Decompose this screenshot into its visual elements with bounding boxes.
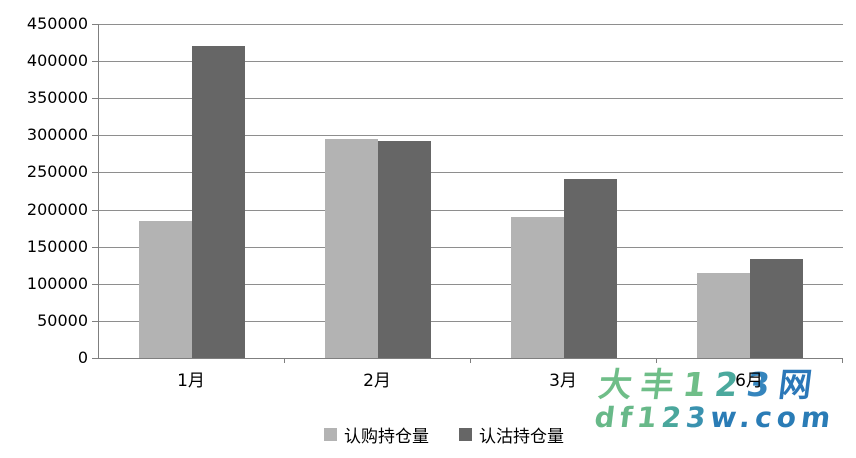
y-tick-mark xyxy=(92,320,98,322)
y-tick-label: 400000 xyxy=(26,51,88,71)
y-tick-label: 350000 xyxy=(26,88,88,108)
gridline xyxy=(99,320,843,322)
legend-label: 认沽持仓量 xyxy=(479,427,564,447)
plot-area xyxy=(98,24,843,363)
gridline xyxy=(99,61,843,63)
y-tick-label: 200000 xyxy=(26,199,88,219)
watermark-char: m xyxy=(799,401,838,434)
bar-认沽持仓量-6月 xyxy=(750,258,803,358)
y-tick-mark xyxy=(92,98,98,100)
gridline xyxy=(99,172,843,174)
gridline xyxy=(99,98,843,100)
legend-swatch-icon xyxy=(459,428,472,441)
y-tick-mark xyxy=(92,135,98,137)
legend: 认购持仓量 认沽持仓量 xyxy=(324,422,564,447)
bar-认购持仓量-1月 xyxy=(139,220,192,358)
gridline xyxy=(99,135,843,137)
watermark-line-2: df123w.com xyxy=(593,401,838,434)
x-boundary-tick xyxy=(842,358,843,363)
y-tick-label: 50000 xyxy=(37,310,88,330)
bar-认沽持仓量-2月 xyxy=(378,141,431,358)
y-tick-mark xyxy=(92,24,98,25)
bar-认购持仓量-6月 xyxy=(697,272,750,358)
x-tick-label: 1月 xyxy=(177,371,205,391)
bar-认购持仓量-3月 xyxy=(511,216,564,358)
y-tick-mark xyxy=(92,172,98,174)
bar-认购持仓量-2月 xyxy=(325,139,378,358)
x-tick-label: 6月 xyxy=(735,371,763,391)
gridline xyxy=(99,209,843,211)
legend-swatch-icon xyxy=(324,428,337,441)
y-tick-label: 150000 xyxy=(26,236,88,256)
x-boundary-tick xyxy=(470,358,471,363)
y-tick-label: 300000 xyxy=(26,125,88,145)
y-tick-label: 250000 xyxy=(26,162,88,182)
x-boundary-tick xyxy=(656,358,657,363)
y-tick-mark xyxy=(92,246,98,248)
gridline xyxy=(99,24,843,25)
x-tick-label: 2月 xyxy=(363,371,391,391)
y-tick-mark xyxy=(92,209,98,211)
y-tick-label: 0 xyxy=(77,348,88,367)
x-tick-label: 3月 xyxy=(549,371,577,391)
y-tick-mark xyxy=(92,283,98,285)
bar-认沽持仓量-1月 xyxy=(192,46,245,358)
y-tick-mark xyxy=(92,61,98,63)
y-tick-mark xyxy=(92,358,98,359)
x-boundary-tick xyxy=(284,358,285,363)
y-tick-label: 100000 xyxy=(26,273,88,293)
legend-item: 认沽持仓量 xyxy=(459,422,564,447)
legend-label: 认购持仓量 xyxy=(344,427,429,447)
y-tick-label: 450000 xyxy=(26,14,88,33)
gridline xyxy=(99,283,843,285)
gridline xyxy=(99,246,843,248)
legend-item: 认购持仓量 xyxy=(324,422,429,447)
bar-认沽持仓量-3月 xyxy=(564,179,617,358)
watermark-char: w xyxy=(708,401,742,434)
